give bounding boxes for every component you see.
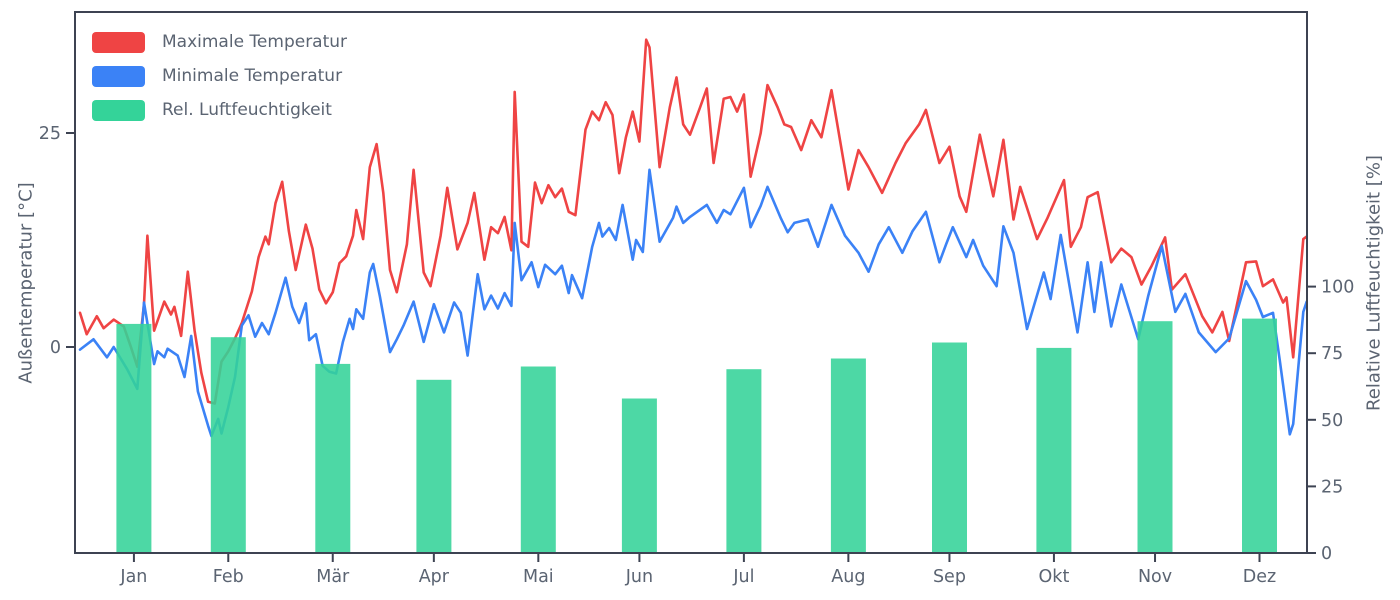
x-tick-label-Feb: Feb [213,567,244,587]
min-temp-line [78,168,1307,438]
left-axis-title: Außentemperatur [°C] [15,182,37,384]
plot-area [78,38,1307,553]
humidity-bar-Mai [520,366,556,553]
humidity-bar-Aug [830,358,866,553]
right-tick-label-25: 25 [1321,477,1343,497]
humidity-bar-Sep [932,342,967,553]
left-tick-label-25: 25 [39,124,61,144]
humidity-swatch [92,99,145,121]
humidity-bar-Jan [116,323,152,553]
right-tick-label-0: 0 [1321,544,1332,564]
x-tick-label-Mai: Mai [523,567,554,587]
legend-label-humidity: Rel. Luftfeuchtigkeit [162,100,332,120]
x-tick-label-Nov: Nov [1138,567,1172,587]
legend-label-max-temp: Maximale Temperatur [162,32,348,52]
right-tick-label-50: 50 [1321,411,1343,431]
x-tick-label-Mär: Mär [316,567,350,587]
humidity-bar-Mär [315,363,351,553]
legend-label-min-temp: Minimale Temperatur [162,66,343,86]
humidity-bar-Dez [1242,318,1277,553]
legend-item-max-temp: Maximale Temperatur [92,25,347,59]
max-temp-swatch [92,31,145,53]
humidity-bar-Apr [416,379,452,553]
right-tick-label-75: 75 [1321,344,1343,364]
x-tick-label-Jun: Jun [625,567,653,587]
right-tick-label-100: 100 [1321,278,1354,298]
max-temp-line [78,38,1307,405]
humidity-bar-Jun [621,398,657,553]
min-temp-swatch [92,65,145,87]
legend-item-humidity: Rel. Luftfeuchtigkeit [92,93,347,127]
humidity-bar-Feb [210,337,246,553]
x-tick-label-Okt: Okt [1039,567,1070,587]
legend: Maximale Temperatur Minimale Temperatur … [92,25,347,127]
x-tick-label-Sep: Sep [933,567,966,587]
plot-frame [74,11,1308,554]
left-tick-label-0: 0 [50,338,61,358]
humidity-bar-Jul [726,369,762,553]
x-tick-label-Dez: Dez [1243,567,1276,587]
x-tick-label-Jul: Jul [732,567,754,587]
x-tick-label-Aug: Aug [831,567,865,587]
x-tick-label-Jan: Jan [119,567,147,587]
right-axis-title: Relative Luftfeuchtigkeit [%] [1363,155,1385,411]
humidity-bar-Okt [1036,347,1072,553]
humidity-bar-Nov [1137,321,1173,553]
x-tick-label-Apr: Apr [419,567,450,587]
legend-item-min-temp: Minimale Temperatur [92,59,347,93]
